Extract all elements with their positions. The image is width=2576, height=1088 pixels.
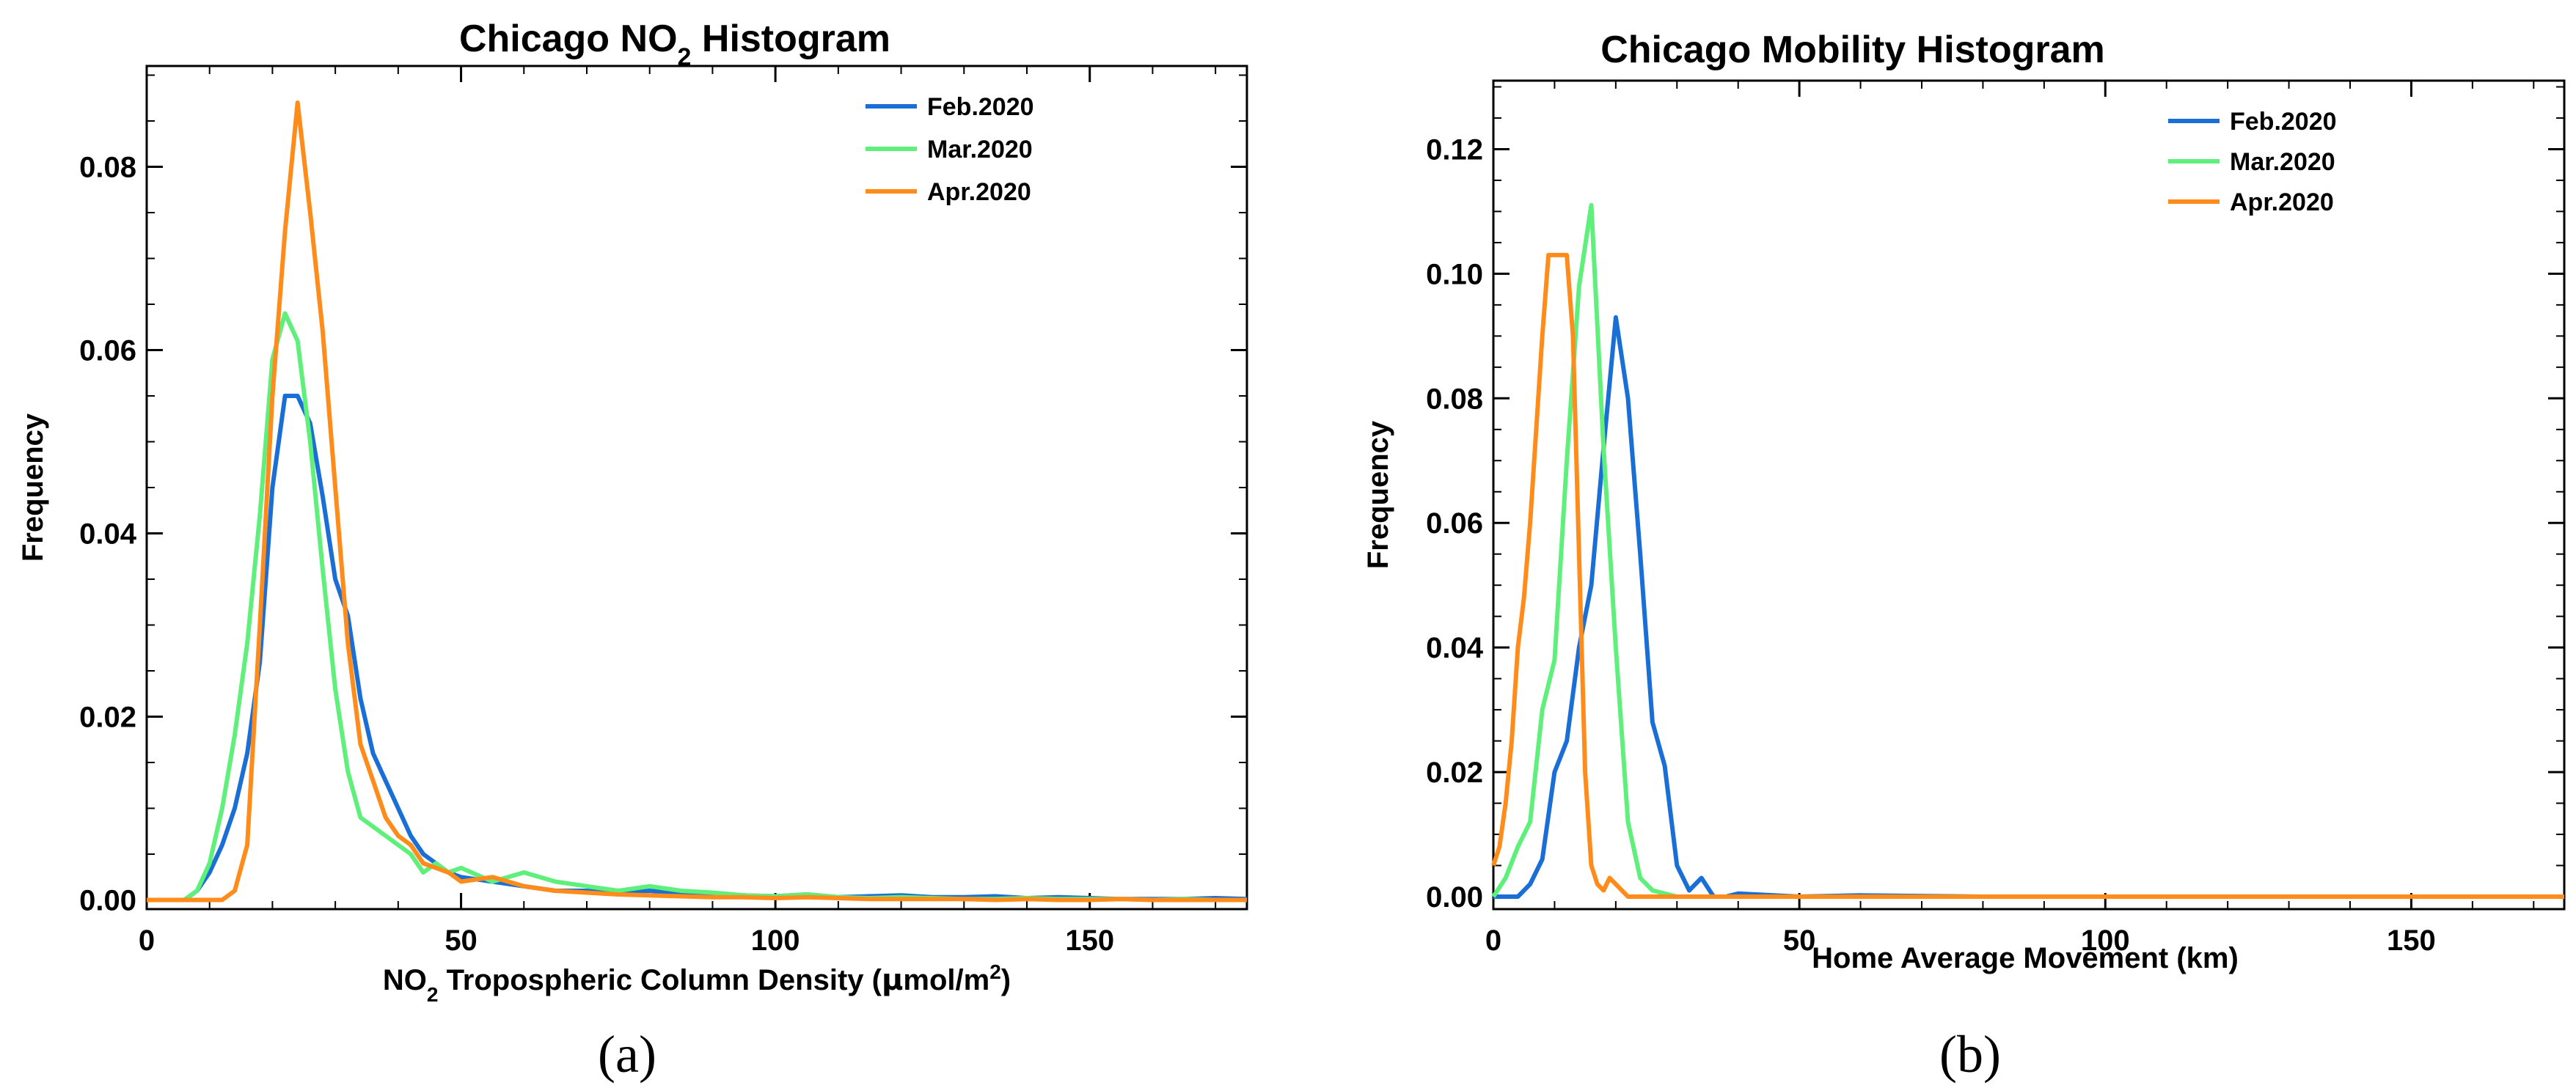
plot-frame <box>145 65 1248 911</box>
legend-label: Apr.2020 <box>927 178 1031 206</box>
y-tick-label: 0.08 <box>79 152 136 184</box>
legend-label: Feb.2020 <box>2230 108 2337 136</box>
legend-label: Apr.2020 <box>2230 188 2334 216</box>
y-tick-label: 0.00 <box>1426 881 1483 914</box>
panel-caption: (a) <box>598 1025 656 1084</box>
x-tick-label: 50 <box>444 925 477 957</box>
chart-panel-no2: Chicago NO2 Histogram 0.00 0.02 0.04 0.06 0.… <box>17 18 1248 1084</box>
mobility-histogram-chart: Chicago Mobility Histogram 0.00 0.02 0.04 0… <box>1362 29 2566 1084</box>
y-tick-label: 0.04 <box>79 518 137 551</box>
y-axis-label: Frequency <box>17 413 49 562</box>
series-line-mar-2020 <box>1491 202 2564 899</box>
x-tick-label: 0 <box>1485 925 1501 957</box>
y-tick-label: 0.12 <box>1426 133 1483 166</box>
x-tick-label: 0 <box>139 925 155 957</box>
panel-caption: (b) <box>1939 1025 2001 1084</box>
chart-panel-mobility: Chicago Mobility Histogram 0.00 0.02 0.04 0… <box>1288 0 2576 1088</box>
y-tick-label: 0.06 <box>79 335 136 367</box>
x-tick-label: 150 <box>1065 925 1114 957</box>
y-tick-label: 0.04 <box>1426 632 1484 664</box>
x-tick-label: 100 <box>751 925 800 957</box>
y-tick-label: 0.02 <box>79 702 136 734</box>
series-line-feb-2020 <box>1493 315 2564 899</box>
series-line-apr-2020 <box>1491 252 2564 899</box>
legend-label: Mar.2020 <box>927 136 1033 163</box>
y-tick-label: 0.02 <box>1426 757 1483 789</box>
x-axis-label: Home Average Movement (km) <box>1812 942 2239 974</box>
legend-label: Mar.2020 <box>2230 148 2335 176</box>
chart-title: Chicago NO2 Histogram <box>459 18 890 71</box>
series-line-apr-2020 <box>147 100 1247 903</box>
y-tick-label: 0.10 <box>1426 258 1483 290</box>
x-tick-label: 150 <box>2387 925 2436 957</box>
chart-title: Chicago Mobility Histogram <box>1600 29 2105 71</box>
x-axis-label: NO2 Tropospheric Column Density (μmol/m2… <box>383 960 1011 1006</box>
y-tick-label: 0.00 <box>79 885 136 917</box>
x-tick-label: 50 <box>1783 925 1816 957</box>
legend-label: Feb.2020 <box>927 93 1034 121</box>
plot-frame <box>1492 79 2566 911</box>
y-tick-label: 0.06 <box>1426 507 1483 540</box>
series-line-mar-2020 <box>147 311 1247 903</box>
y-axis-label: Frequency <box>1362 420 1394 569</box>
x-tick-label: 100 <box>2081 925 2130 957</box>
no2-histogram-chart: Chicago NO2 Histogram 0.00 0.02 0.04 0.06 0.… <box>17 18 1248 1084</box>
y-tick-label: 0.08 <box>1426 383 1483 415</box>
